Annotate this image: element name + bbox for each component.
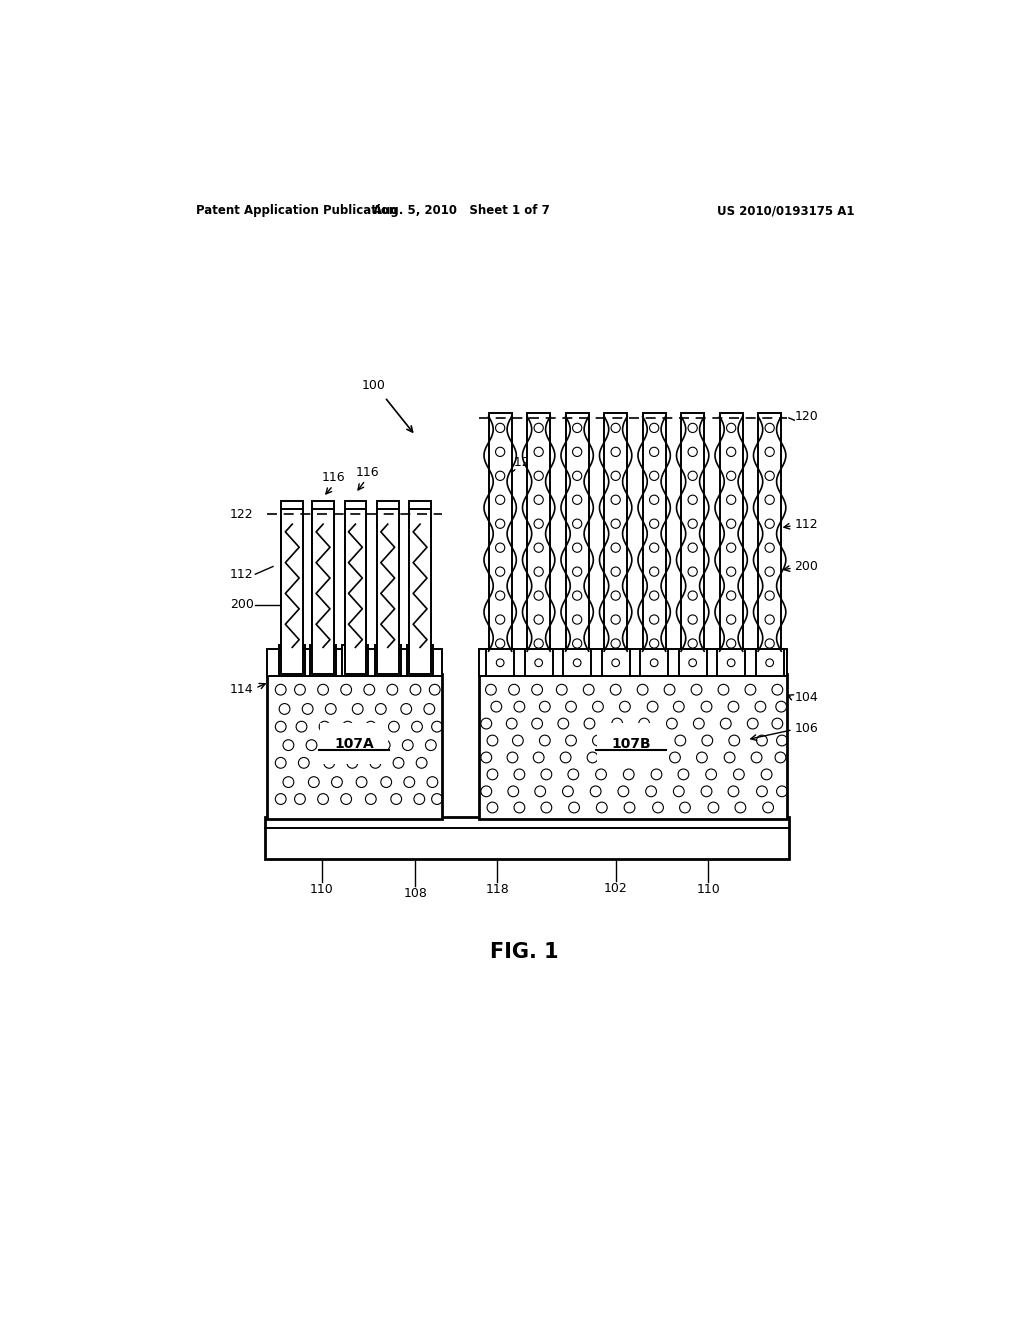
Text: 114: 114 [230, 684, 254, 696]
Bar [377, 502, 398, 655]
Text: 102: 102 [604, 882, 628, 895]
Bar [604, 413, 628, 675]
Bar [410, 502, 431, 655]
Bar [410, 508, 431, 675]
Text: 112: 112 [795, 517, 818, 531]
Text: 120: 120 [795, 409, 818, 422]
Bar [375, 645, 400, 676]
Bar [756, 649, 783, 676]
Bar [643, 413, 666, 675]
Bar [282, 508, 303, 675]
Text: 104: 104 [795, 690, 818, 704]
Text: 116: 116 [322, 471, 345, 484]
Bar [282, 502, 303, 655]
Bar [478, 649, 786, 676]
Bar [565, 413, 589, 675]
Bar [527, 413, 550, 675]
Bar [280, 645, 305, 676]
Text: FIG. 1: FIG. 1 [490, 941, 559, 961]
Bar [679, 649, 707, 676]
Text: Aug. 5, 2010   Sheet 1 of 7: Aug. 5, 2010 Sheet 1 of 7 [374, 205, 550, 218]
Bar [345, 508, 367, 675]
Text: Patent Application Publication: Patent Application Publication [196, 205, 397, 218]
Bar [720, 413, 742, 675]
Text: 118: 118 [485, 883, 509, 896]
Text: US 2010/0193175 A1: US 2010/0193175 A1 [717, 205, 854, 218]
Bar [524, 649, 553, 676]
Text: 107A: 107A [334, 737, 374, 751]
Text: 200: 200 [795, 560, 818, 573]
Text: 107B: 107B [611, 737, 651, 751]
Bar [310, 645, 336, 676]
Text: 108: 108 [403, 887, 427, 900]
Bar [563, 649, 591, 676]
Text: 116: 116 [356, 466, 380, 479]
Bar [312, 502, 334, 655]
Text: 112: 112 [230, 568, 254, 581]
Bar [488, 413, 512, 675]
Bar [342, 645, 369, 676]
Bar [377, 508, 398, 675]
Text: 100: 100 [361, 379, 385, 392]
Text: 200: 200 [229, 598, 254, 611]
Text: 122: 122 [230, 508, 254, 520]
Bar [345, 502, 367, 655]
Bar [267, 649, 442, 676]
Bar [717, 649, 745, 676]
Bar [640, 649, 668, 676]
Bar [312, 508, 334, 675]
Text: 106: 106 [795, 722, 818, 735]
Text: 112: 112 [506, 455, 530, 469]
Bar [602, 649, 630, 676]
Bar [267, 675, 442, 818]
Text: 110: 110 [309, 883, 334, 896]
Bar [681, 413, 705, 675]
Bar [478, 675, 786, 818]
Text: 110: 110 [696, 883, 720, 896]
Bar [486, 649, 514, 676]
Bar [407, 645, 433, 676]
Bar [265, 817, 788, 859]
Bar [758, 413, 781, 675]
